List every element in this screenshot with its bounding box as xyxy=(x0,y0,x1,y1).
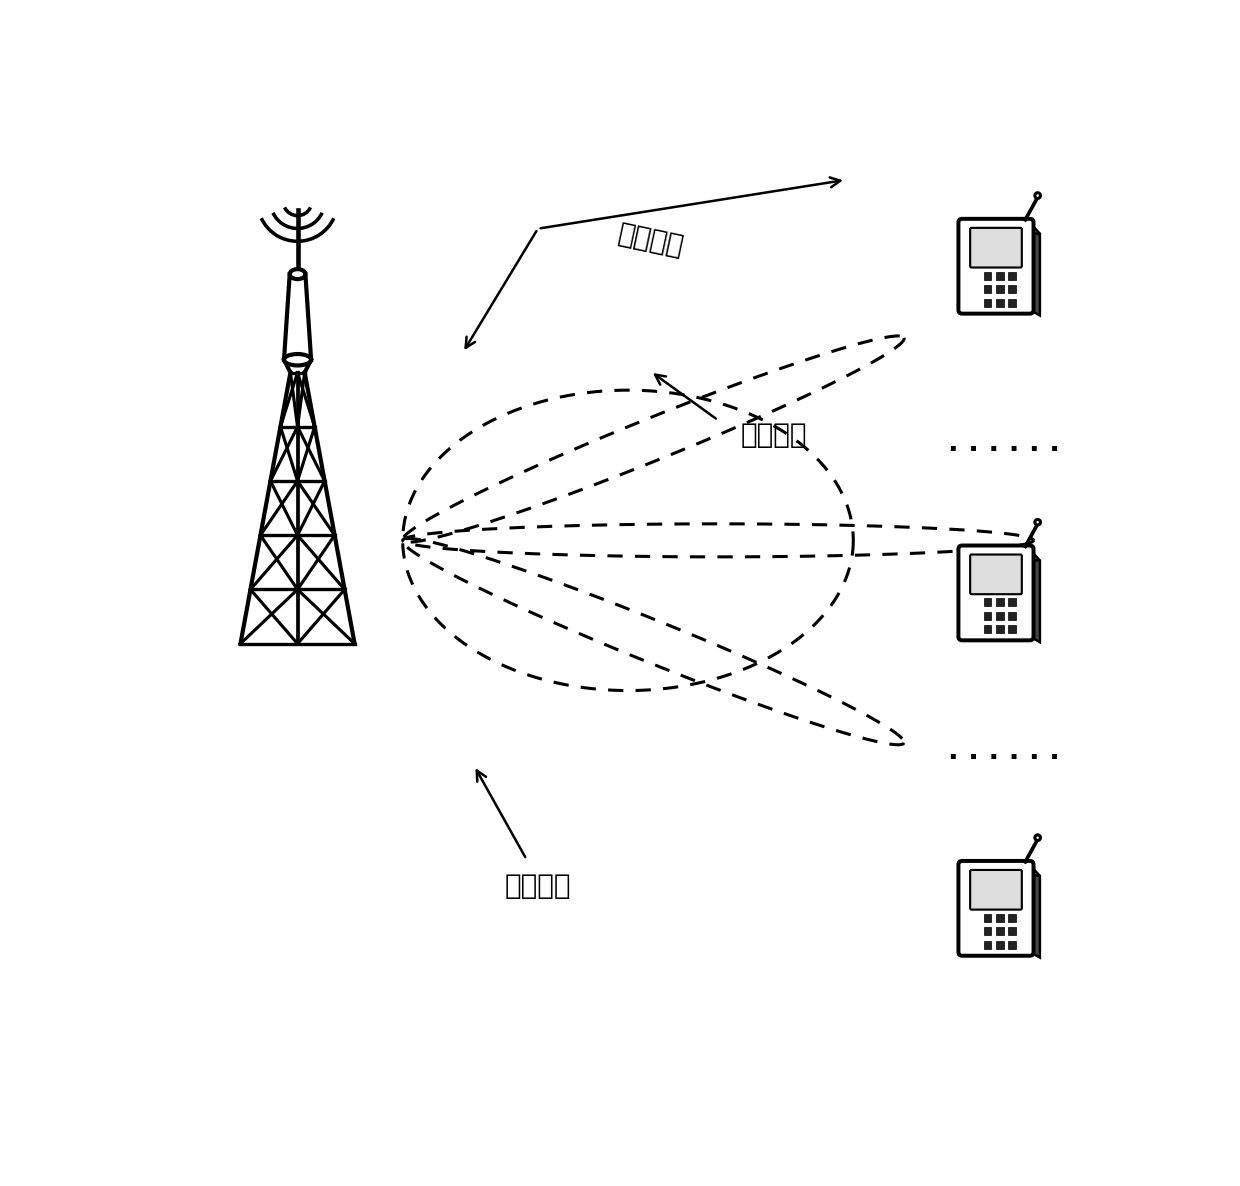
Bar xyxy=(983,927,992,935)
Ellipse shape xyxy=(290,269,305,279)
Bar xyxy=(1008,612,1017,620)
Bar xyxy=(1008,299,1017,306)
Bar xyxy=(1008,927,1017,935)
Bar xyxy=(983,940,992,949)
Bar xyxy=(996,913,1004,922)
Circle shape xyxy=(1035,519,1040,525)
Bar xyxy=(996,272,1004,280)
Bar xyxy=(996,299,1004,306)
Bar xyxy=(996,612,1004,620)
Polygon shape xyxy=(962,549,1040,561)
Bar xyxy=(1008,625,1017,633)
Bar xyxy=(983,272,992,280)
Bar xyxy=(996,598,1004,606)
Bar xyxy=(983,625,992,633)
Bar xyxy=(1008,272,1017,280)
Bar xyxy=(1008,913,1017,922)
Bar xyxy=(996,940,1004,949)
Bar xyxy=(1008,598,1017,606)
Text: 赋型增益: 赋型增益 xyxy=(615,219,686,261)
Bar xyxy=(983,299,992,306)
Ellipse shape xyxy=(284,355,311,365)
FancyBboxPatch shape xyxy=(970,555,1022,594)
Bar xyxy=(983,612,992,620)
Bar xyxy=(1008,940,1017,949)
Bar xyxy=(983,913,992,922)
FancyBboxPatch shape xyxy=(970,228,1022,268)
FancyBboxPatch shape xyxy=(970,871,1022,910)
Polygon shape xyxy=(962,223,1040,234)
Text: 广播波束: 广播波束 xyxy=(505,872,572,900)
Bar xyxy=(1008,285,1017,293)
Polygon shape xyxy=(962,865,1040,876)
Bar xyxy=(996,285,1004,293)
Bar xyxy=(996,927,1004,935)
FancyBboxPatch shape xyxy=(959,219,1033,313)
Bar xyxy=(983,285,992,293)
Text: 波束赋型: 波束赋型 xyxy=(740,421,807,449)
Polygon shape xyxy=(1029,869,1040,957)
FancyBboxPatch shape xyxy=(959,861,1033,956)
FancyBboxPatch shape xyxy=(959,546,1033,640)
Text: · · · · · ·: · · · · · · xyxy=(947,744,1059,772)
Bar xyxy=(996,625,1004,633)
Circle shape xyxy=(1035,193,1040,198)
Polygon shape xyxy=(1029,554,1040,642)
Bar xyxy=(983,598,992,606)
Circle shape xyxy=(1035,835,1040,841)
Polygon shape xyxy=(1029,227,1040,315)
Text: · · · · · ·: · · · · · · xyxy=(947,436,1059,464)
